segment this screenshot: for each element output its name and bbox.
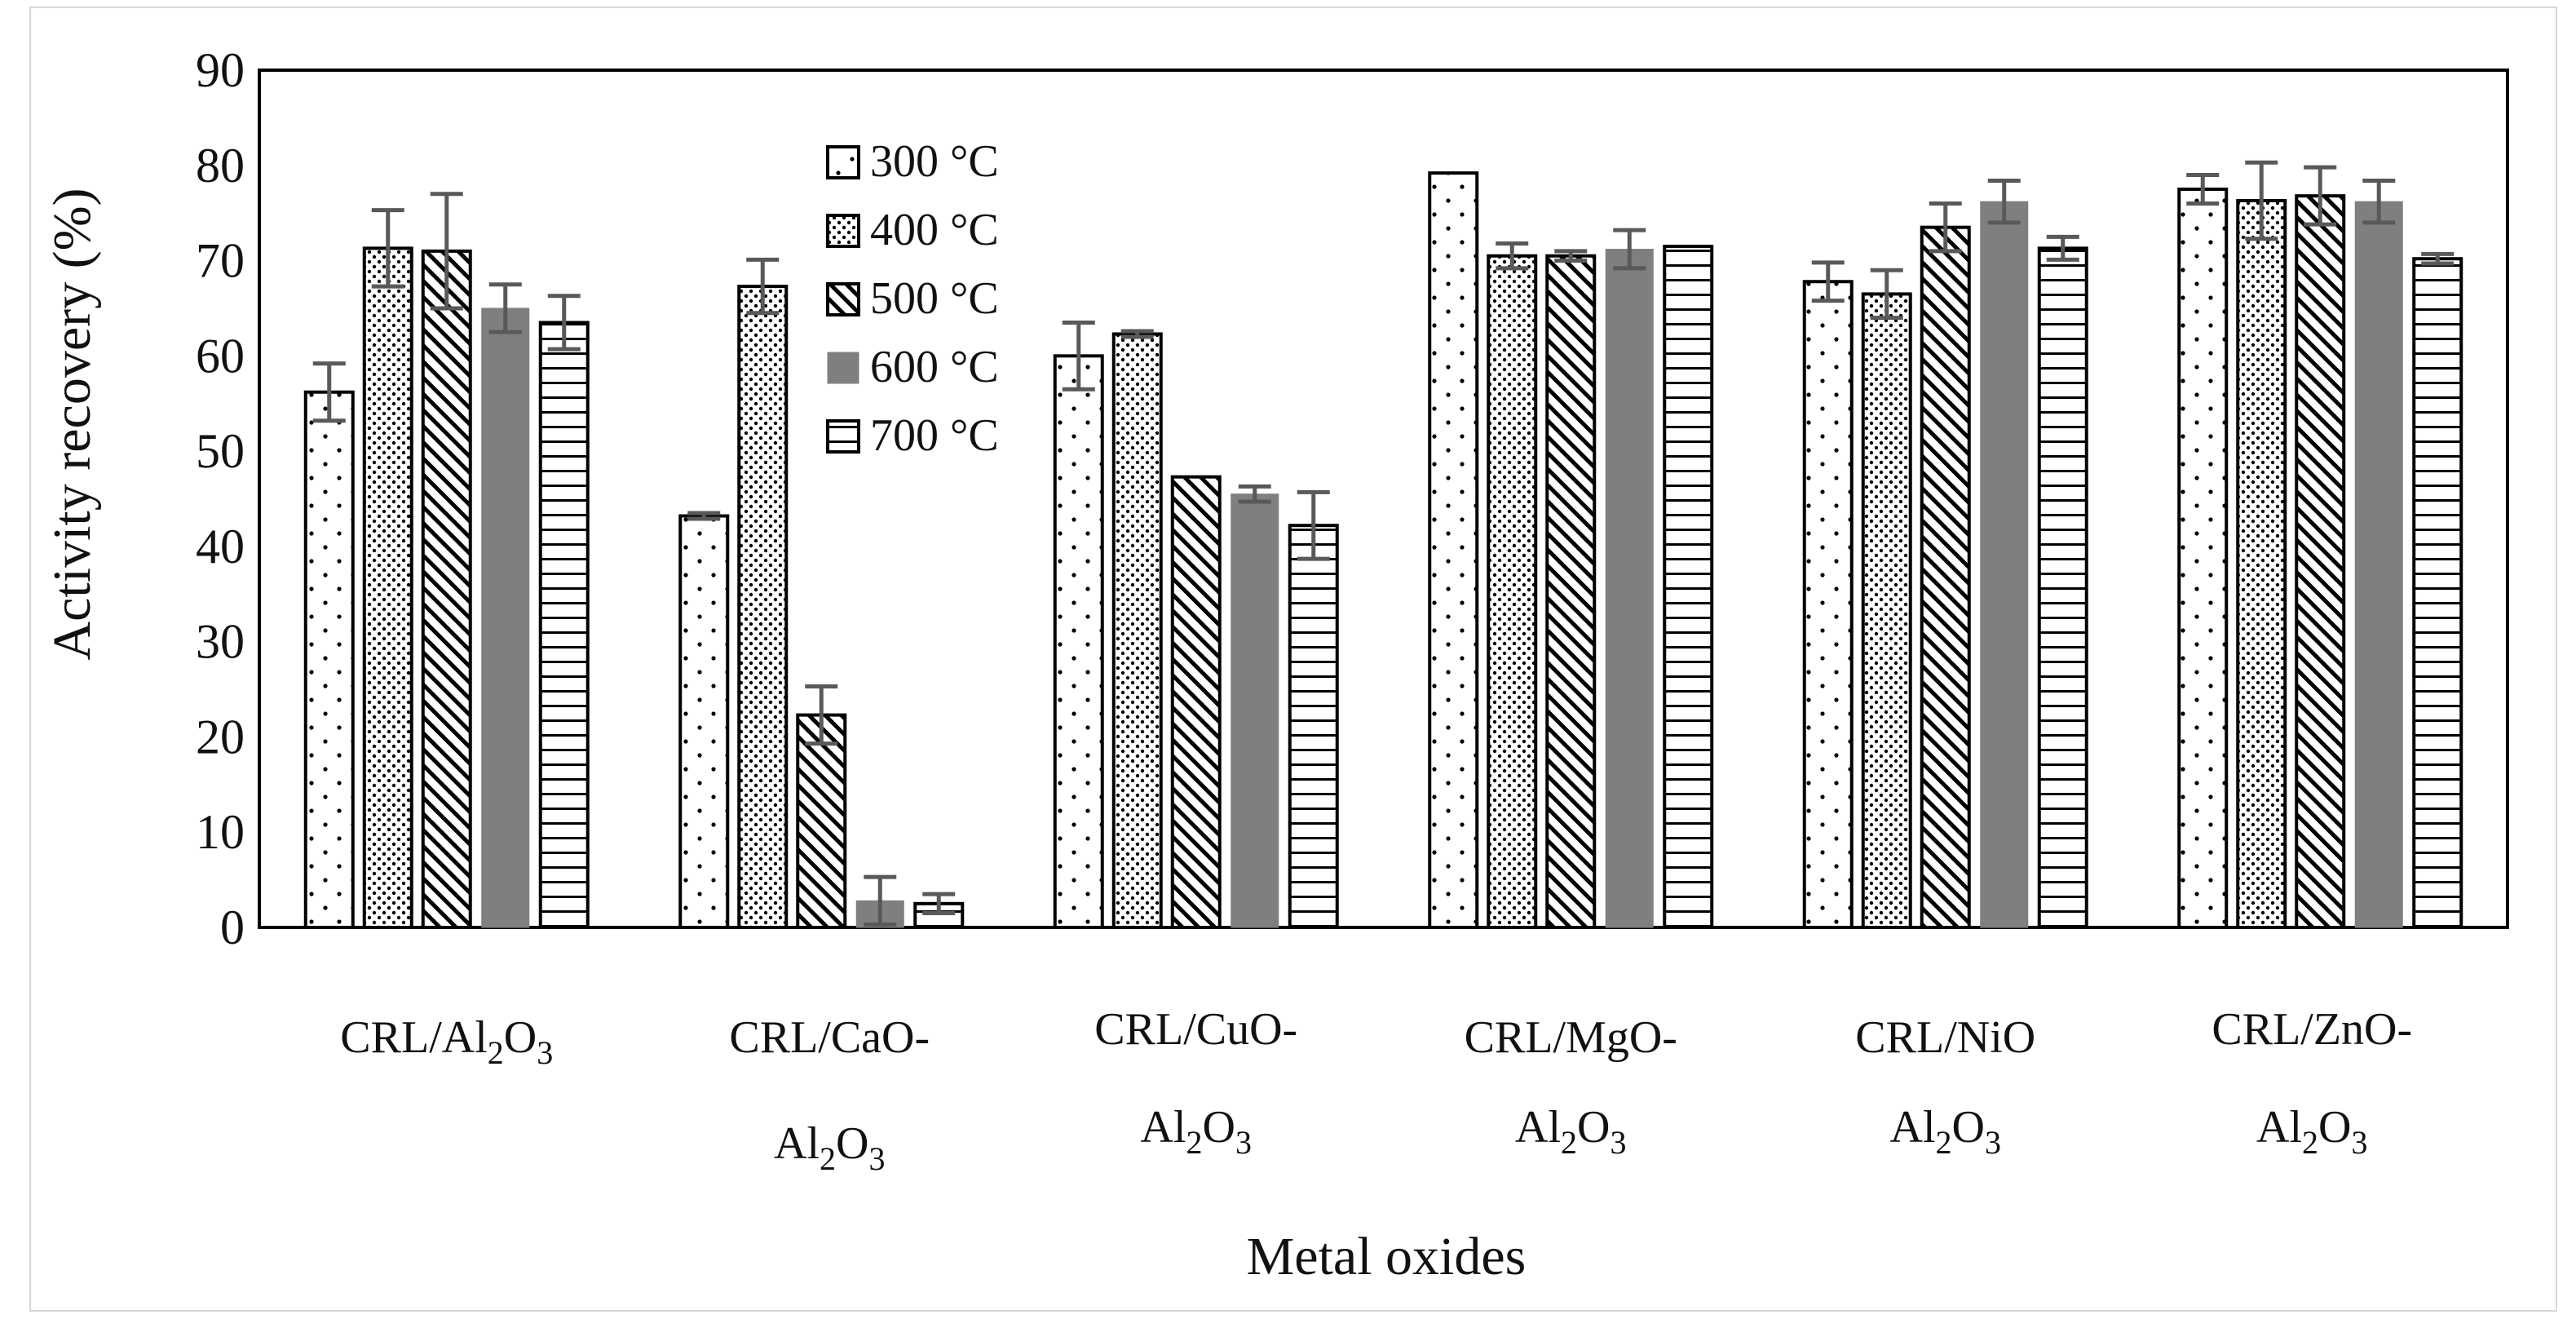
figure-frame (29, 7, 2557, 1312)
plot-border (258, 69, 2509, 929)
bar (1980, 201, 2029, 928)
y-tick-label: 0 (220, 901, 245, 954)
legend-label: 400 °C (870, 205, 999, 255)
legend-swatch (827, 352, 859, 384)
bar (737, 285, 789, 929)
legend-label: 300 °C (870, 136, 999, 187)
x-category-label: Al2O3 (2256, 1102, 2367, 1161)
bar (1428, 171, 1479, 929)
bar (1487, 254, 1538, 929)
x-category-label: Al2O3 (1515, 1102, 1626, 1161)
bar (2177, 187, 2229, 929)
bar (2037, 246, 2088, 929)
bar (2412, 257, 2463, 930)
y-tick-label: 20 (196, 710, 245, 763)
legend-label: 600 °C (870, 342, 999, 392)
y-tick-label: 90 (196, 43, 245, 97)
y-axis: 0 10 20 30 40 50 60 70 80 90 (196, 43, 245, 954)
bar (481, 308, 530, 928)
bar (421, 249, 472, 929)
bar (1920, 225, 1971, 929)
x-axis-title: Metal oxides (1247, 1227, 1527, 1286)
bar (1288, 524, 1339, 929)
x-category-label: CRL/Al2O3 (340, 1012, 553, 1071)
x-category-label: CRL/CaO- (729, 1012, 930, 1063)
bar (538, 321, 590, 929)
y-tick-label: 40 (196, 520, 245, 573)
legend-swatch (826, 282, 860, 316)
bar (303, 390, 355, 930)
y-tick-label: 60 (196, 329, 245, 383)
y-tick-label: 10 (196, 805, 245, 859)
x-category-label: CRL/CuO- (1094, 1004, 1297, 1055)
bar (1605, 249, 1654, 928)
bar (2295, 194, 2346, 929)
bar (2236, 198, 2287, 930)
bar (2354, 201, 2403, 928)
bar (1111, 332, 1163, 930)
y-tick-label: 50 (196, 424, 245, 478)
bar (362, 246, 413, 929)
y-tick-label: 30 (196, 615, 245, 669)
legend-swatch (826, 419, 860, 454)
x-category-label: Al2O3 (1141, 1102, 1252, 1161)
x-category-label: CRL/ZnO- (2211, 1004, 2412, 1055)
x-category-label: CRL/MgO- (1465, 1012, 1677, 1063)
bar (1231, 493, 1279, 928)
bar (1861, 292, 1912, 929)
y-tick-label: 80 (196, 139, 245, 193)
legend-label: 700 °C (870, 410, 999, 461)
bar (1545, 254, 1597, 929)
bar (1053, 354, 1104, 930)
legend-label: 500 °C (870, 273, 999, 324)
bar (1170, 475, 1222, 929)
bar (678, 514, 730, 930)
bar (796, 713, 847, 930)
x-category-label: Al2O3 (774, 1118, 885, 1177)
bar (1663, 245, 1714, 929)
y-tick-label: 70 (196, 234, 245, 288)
plot-area (258, 69, 2509, 930)
y-axis-title: Activity recovery (%) (42, 188, 102, 660)
legend-swatch (826, 145, 860, 179)
legend: 300 °C 400 °C 500 °C 600 °C 700 °C (826, 136, 999, 461)
x-category-label: Al2O3 (1890, 1102, 2001, 1161)
x-axis: CRL/Al2O3 CRL/CaO- Al2O3 CRL/CuO- Al2O3 CRL/M… (340, 1004, 2412, 1177)
legend-swatch (826, 214, 860, 248)
bar (1802, 280, 1854, 930)
x-category-label: CRL/NiO (1855, 1012, 2035, 1063)
